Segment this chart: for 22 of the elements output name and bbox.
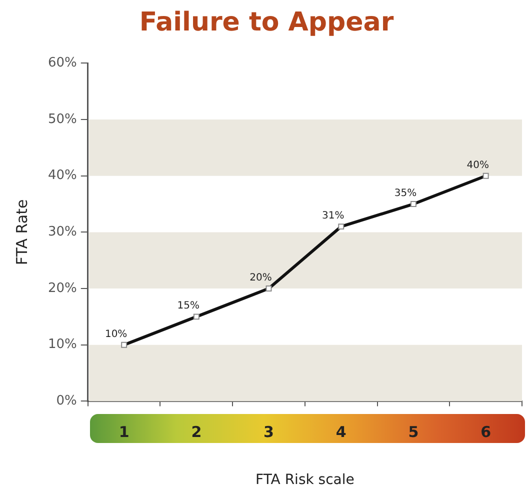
y-tick-label: 20% (48, 280, 77, 296)
x-tick-label: 5 (408, 423, 419, 442)
y-tick-label: 60% (48, 56, 77, 71)
x-tick-label: 2 (191, 423, 202, 442)
x-tick-label: 3 (264, 423, 274, 442)
text: 15% (177, 300, 200, 312)
chart-title: Failure to Appear (139, 7, 394, 38)
x-axis-title: FTA Risk scale (256, 472, 354, 488)
y-tick-label: 30% (48, 224, 77, 240)
text: 10% (104, 328, 128, 340)
y-tick-label: 0% (56, 394, 77, 409)
text: 31% (322, 210, 344, 222)
x-tick-label: 1 (118, 423, 130, 442)
text: 35% (394, 188, 417, 200)
y-tick-label: 10% (48, 337, 77, 352)
y-tick-label: 50% (48, 112, 77, 127)
text: 40% (466, 160, 489, 171)
x-tick-label: 6 (480, 423, 492, 442)
y-axis-title: FTA Rate (12, 199, 31, 266)
text: 20% (250, 272, 272, 284)
y-tick-label: 40% (48, 168, 77, 184)
x-tick-label: 4 (336, 423, 346, 442)
